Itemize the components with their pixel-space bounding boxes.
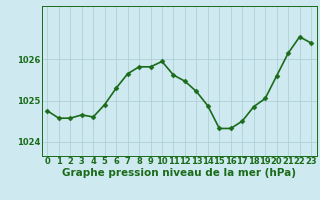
X-axis label: Graphe pression niveau de la mer (hPa): Graphe pression niveau de la mer (hPa) [62, 168, 296, 178]
